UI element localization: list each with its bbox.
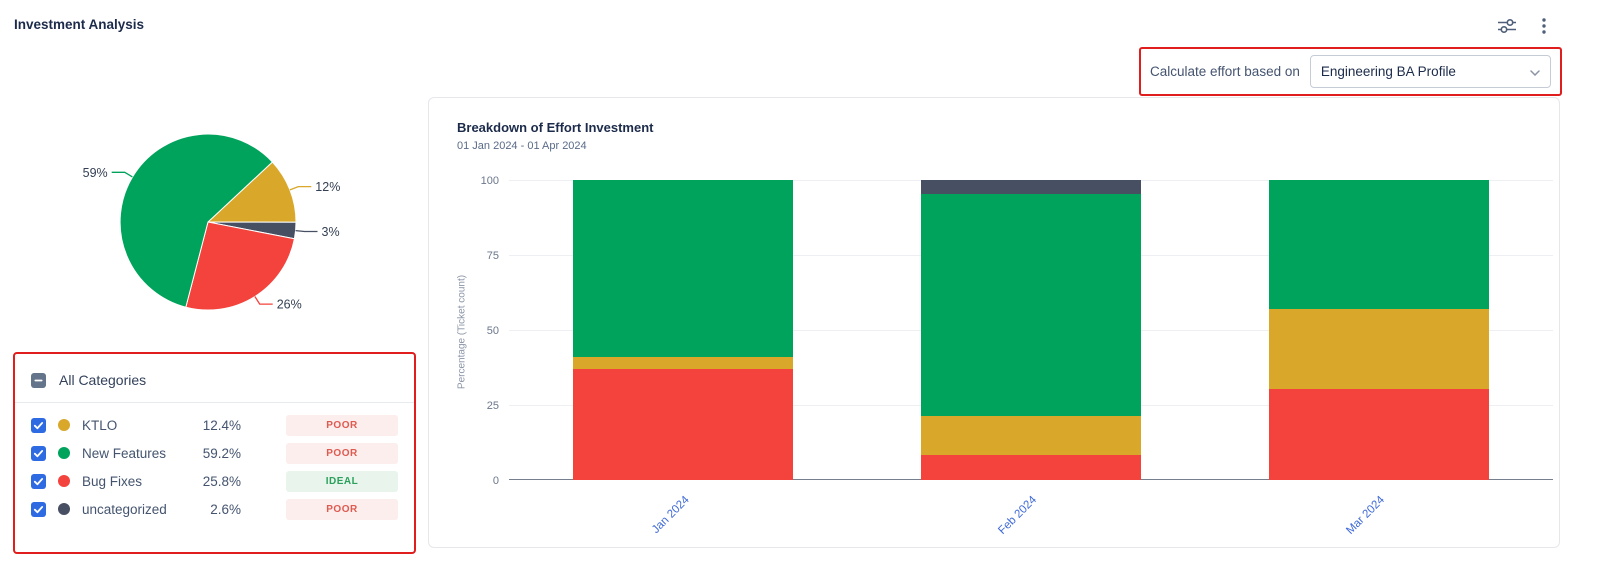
pie-label: 59% <box>83 166 108 180</box>
bar-segment <box>573 180 793 357</box>
chart-title: Breakdown of Effort Investment <box>457 120 654 135</box>
status-badge: POOR <box>286 442 398 464</box>
category-name: KTLO <box>82 417 118 433</box>
category-color-dot <box>58 447 70 459</box>
category-color-dot <box>58 503 70 515</box>
bar-segment <box>921 193 1141 416</box>
category-checkbox[interactable] <box>31 473 46 489</box>
pie-label: 12% <box>315 180 340 194</box>
x-axis-label: Jan 2024 <box>649 494 692 536</box>
bar-segment <box>921 415 1141 455</box>
category-percent: 12.4% <box>202 417 241 433</box>
status-badge: POOR <box>286 498 398 520</box>
status-badge: IDEAL <box>286 470 398 492</box>
pie-label-line <box>289 185 312 191</box>
category-name: uncategorized <box>82 501 167 517</box>
category-rows: KTLO 12.4% POOR New Features 59.2% POOR Bug Fi… <box>31 411 398 523</box>
effort-breakdown-card: Breakdown of Effort Investment 01 Jan 20… <box>428 97 1560 548</box>
bar-segment <box>1269 180 1489 309</box>
annotation-box-categories-panel: All Categories KTLO 12.4% POOR New Features… <box>13 352 416 554</box>
all-categories-label: All Categories <box>59 372 147 388</box>
page-title: Investment Analysis <box>14 17 145 32</box>
category-color-dot <box>58 419 70 431</box>
category-name: New Features <box>82 445 167 461</box>
status-badge: POOR <box>286 414 398 436</box>
category-color-dot <box>58 475 70 487</box>
effort-basis-select[interactable]: Engineering BA Profile <box>1309 55 1551 88</box>
pie-slice <box>206 161 297 223</box>
bar-segment <box>1269 388 1489 480</box>
kebab-menu-icon[interactable] <box>1534 17 1554 35</box>
all-categories-row: All Categories <box>31 366 398 394</box>
all-categories-checkbox[interactable] <box>31 372 46 388</box>
bar-segment <box>921 454 1141 480</box>
pie-slice <box>185 221 295 311</box>
bar-segment <box>1269 309 1489 389</box>
pie-label-line <box>295 229 318 233</box>
x-axis-label: Feb 2024 <box>996 494 1040 537</box>
y-axis-tick-labels: 0 25 50 75 100 <box>429 175 501 487</box>
bar-segment <box>921 180 1141 194</box>
category-percent: 25.8% <box>202 473 241 489</box>
pie-label-line <box>111 171 133 178</box>
pie-slice <box>119 133 274 308</box>
pie-label: 3% <box>322 225 340 239</box>
category-checkbox[interactable] <box>31 445 46 461</box>
bar-segment <box>573 369 793 480</box>
x-axis-label: Mar 2024 <box>1344 494 1388 537</box>
category-checkbox[interactable] <box>31 501 46 517</box>
bar-segment <box>573 357 793 369</box>
stacked-bar-plot-area <box>509 180 1553 480</box>
category-row: uncategorized 2.6% POOR <box>31 495 398 523</box>
effort-basis-value: Engineering BA Profile <box>1320 64 1456 79</box>
annotation-box-effort-basis: Calculate effort based on Engineering BA… <box>1139 47 1562 96</box>
chart-date-range: 01 Jan 2024 - 01 Apr 2024 <box>457 140 587 152</box>
category-checkbox[interactable] <box>31 417 46 433</box>
category-name: Bug Fixes <box>82 473 143 489</box>
y-axis-tick-label: 100 <box>480 175 499 187</box>
toolbar <box>1497 17 1554 35</box>
tune-icon[interactable] <box>1497 17 1517 35</box>
category-row: Bug Fixes 25.8% IDEAL <box>31 467 398 495</box>
y-axis-tick-label: 75 <box>486 250 499 262</box>
category-row: New Features 59.2% POOR <box>31 439 398 467</box>
panel-divider <box>15 402 414 403</box>
category-percent: 59.2% <box>202 445 241 461</box>
pie-label-line <box>254 296 273 305</box>
y-axis-tick-label: 50 <box>486 325 499 337</box>
pie-label: 26% <box>277 298 302 312</box>
y-axis-tick-label: 25 <box>486 400 499 412</box>
category-row: KTLO 12.4% POOR <box>31 411 398 439</box>
investment-pie-chart: 12% 3% 26% 59% <box>83 133 340 312</box>
y-axis-tick-label: 0 <box>492 475 499 487</box>
chevron-down-icon <box>1530 63 1540 81</box>
effort-basis-label: Calculate effort based on <box>1150 64 1300 79</box>
category-percent: 2.6% <box>210 501 241 517</box>
